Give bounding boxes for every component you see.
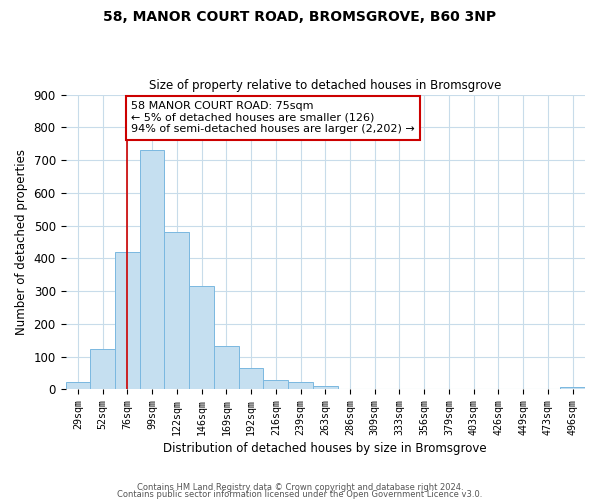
Bar (313, 386, 338, 390)
Bar (263, 380, 288, 390)
Bar (90, 350, 115, 390)
Bar (239, 368, 263, 390)
Title: Size of property relative to detached houses in Bromsgrove: Size of property relative to detached ho… (149, 79, 502, 92)
Bar (288, 382, 313, 390)
Bar (560, 386, 585, 390)
Bar (164, 232, 189, 390)
Text: 58 MANOR COURT ROAD: 75sqm
← 5% of detached houses are smaller (126)
94% of semi: 58 MANOR COURT ROAD: 75sqm ← 5% of detac… (131, 101, 415, 134)
Y-axis label: Number of detached properties: Number of detached properties (15, 149, 28, 335)
Bar (140, 150, 164, 390)
Text: Contains HM Land Registry data © Crown copyright and database right 2024.: Contains HM Land Registry data © Crown c… (137, 484, 463, 492)
Bar (65, 382, 90, 390)
Text: 58, MANOR COURT ROAD, BROMSGROVE, B60 3NP: 58, MANOR COURT ROAD, BROMSGROVE, B60 3N… (103, 10, 497, 24)
Bar (115, 252, 140, 390)
Bar (214, 346, 239, 390)
X-axis label: Distribution of detached houses by size in Bromsgrove: Distribution of detached houses by size … (163, 442, 487, 455)
Text: Contains public sector information licensed under the Open Government Licence v3: Contains public sector information licen… (118, 490, 482, 499)
Bar (189, 286, 214, 390)
